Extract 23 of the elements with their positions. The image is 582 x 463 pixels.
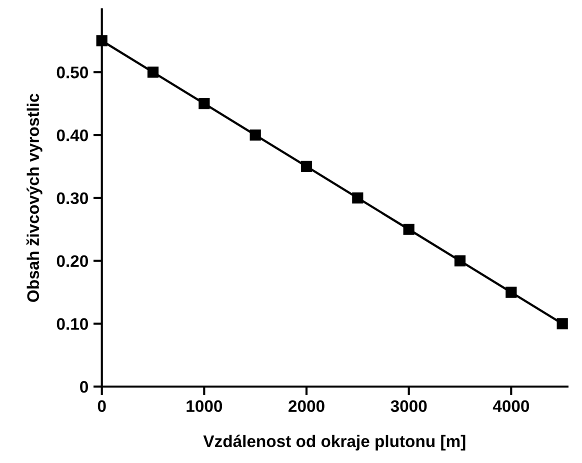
- y-tick-label: 0: [80, 381, 88, 393]
- y-tick-label: 0.50: [56, 66, 88, 78]
- x-tick-label: 3000: [390, 400, 427, 412]
- x-tick-label: 4000: [492, 400, 530, 412]
- point: [300, 160, 312, 172]
- x-axis-title: Vzdálenost od okraje plutonu [m]: [203, 434, 466, 450]
- y-tick-label: 0.40: [56, 129, 88, 142]
- y-tick-label: 0.20: [56, 255, 88, 268]
- y-tick-label: 0.10: [56, 318, 88, 330]
- point: [352, 192, 364, 204]
- point: [454, 255, 466, 266]
- x-tick-label: 1000: [186, 400, 222, 412]
- y-tick-label: 0.30: [56, 192, 88, 204]
- x-tick-label: 0: [98, 400, 106, 412]
- point: [556, 318, 568, 330]
- point: [147, 66, 159, 78]
- point: [506, 286, 517, 298]
- x-tick-label: 2000: [288, 400, 324, 412]
- point: [198, 98, 210, 110]
- point: [96, 35, 108, 46]
- y-axis-title: Obsah živcových vyrostlic: [26, 94, 42, 302]
- point: [403, 224, 414, 235]
- point: [250, 129, 261, 141]
